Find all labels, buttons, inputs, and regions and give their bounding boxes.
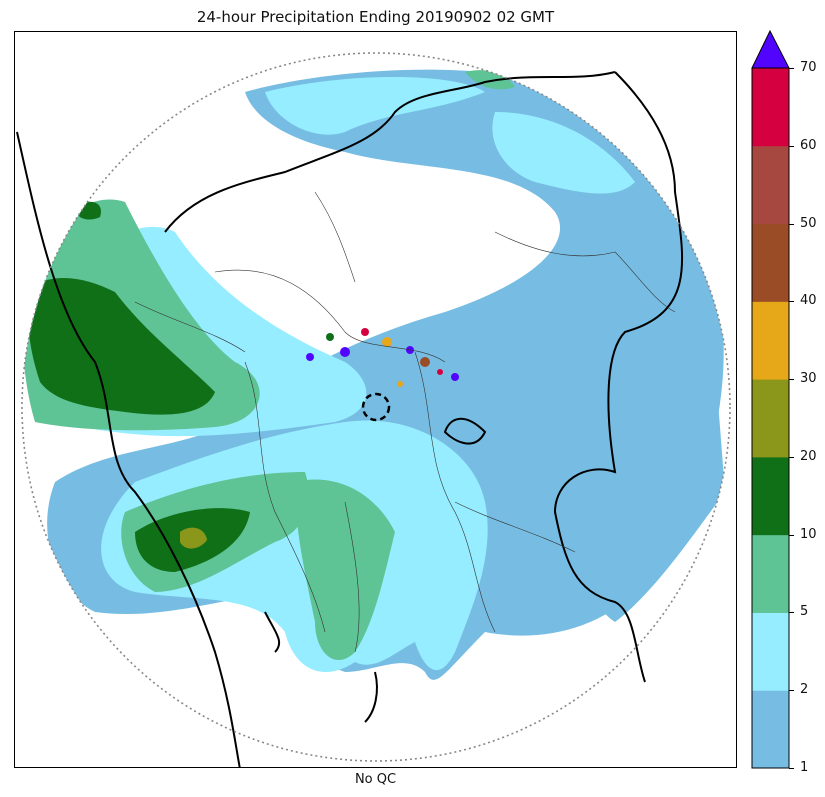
colorbar-tick-mark — [789, 223, 794, 225]
country-borders — [16, 71, 684, 767]
colorbar-segments — [752, 68, 789, 769]
colorbar-tick-label: 50 — [800, 215, 817, 231]
colorbar-overflow-triangle — [751, 30, 790, 69]
colorbar-tick-label: 60 — [800, 137, 817, 153]
colorbar-tick-label: 40 — [800, 293, 817, 309]
precip-area-2-5 — [265, 77, 485, 135]
colorbar-segment — [752, 612, 789, 691]
region-boundaries — [134, 191, 676, 653]
radar-map-svg — [16, 52, 731, 767]
precip-area-5-10-north — [465, 70, 515, 90]
colorbar-segment — [752, 456, 789, 536]
colorbar-tick-label: 30 — [800, 371, 817, 387]
colorbar-tick-mark — [789, 534, 794, 536]
precip-area-20-30 — [180, 527, 207, 549]
colorbar-tick-label: 2 — [800, 682, 809, 698]
colorbar-tick-mark — [789, 690, 794, 692]
colorbar-tick-mark — [789, 456, 794, 458]
colorbar-segment — [752, 379, 789, 458]
radar-range-ring — [21, 52, 731, 762]
x-axis-label: No QC — [354, 772, 397, 787]
precipitation-layer — [22, 69, 725, 680]
chart-title: 24-hour Precipitation Ending 20190902 02… — [196, 8, 555, 26]
colorbar-segment — [752, 223, 789, 302]
colorbar-tick-label: 5 — [800, 604, 809, 620]
precip-area-10-20 — [28, 277, 215, 415]
radar-map — [14, 31, 737, 768]
radar-site-marker — [361, 392, 391, 422]
precip-area-2-5-north — [492, 112, 635, 194]
colorbar-tick-label: 70 — [800, 60, 817, 75]
colorbar-segment — [752, 68, 789, 147]
colorbar-tick-mark — [789, 301, 794, 303]
colorbar-tick-label: 10 — [800, 526, 817, 542]
colorbar-tick-label: 20 — [800, 448, 817, 464]
radar-clutter — [306, 328, 459, 387]
colorbar-segment — [752, 690, 789, 769]
colorbar-tick-label: 1 — [800, 760, 809, 775]
colorbar-tick-mark — [789, 68, 794, 69]
colorbar-tick-mark — [789, 145, 794, 147]
colorbar-tick-mark — [789, 768, 794, 769]
colorbar-tick-mark — [789, 612, 794, 614]
colorbar-segment — [752, 145, 789, 225]
colorbar-segment — [752, 534, 789, 613]
colorbar-tick-mark — [789, 379, 794, 381]
colorbar-segment — [752, 301, 789, 380]
colorbar — [751, 30, 790, 769]
precip-area-2-5-south — [101, 420, 488, 672]
